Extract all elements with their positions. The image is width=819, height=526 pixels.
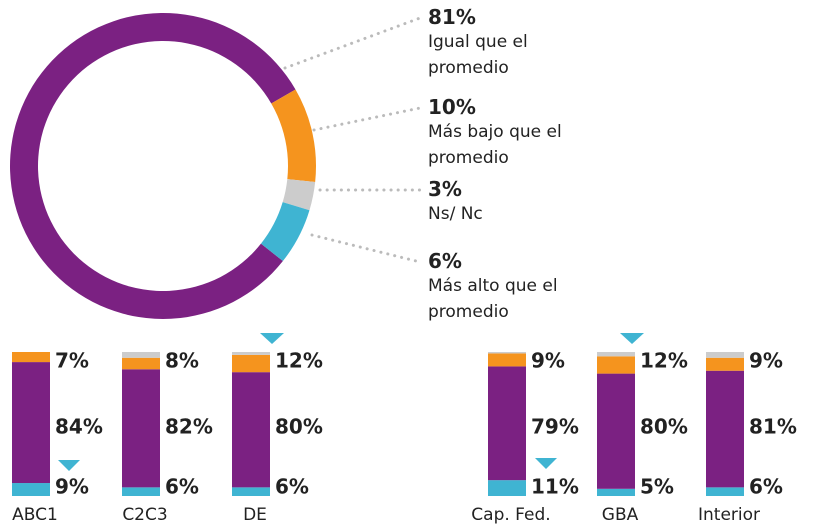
bar-segment — [488, 353, 526, 367]
x-tick-label: ABC1 — [12, 505, 58, 525]
donut-label: 6% Más alto que el promedio — [428, 249, 593, 325]
bar-segment — [488, 480, 526, 496]
value-label: 82% — [165, 415, 213, 439]
bar-segment — [232, 487, 270, 496]
donut-segment — [260, 202, 310, 262]
value-label: 84% — [55, 415, 103, 439]
bar-segment — [488, 366, 526, 481]
value-label: 79% — [531, 415, 579, 439]
value-label: 5% — [640, 475, 674, 499]
bar-segment — [122, 352, 160, 358]
bar-segment — [488, 352, 526, 354]
donut-segment — [271, 89, 317, 182]
value-label: 80% — [640, 415, 688, 439]
category-label: Más alto que el promedio — [428, 276, 558, 322]
donut-label: 81% Igual que el promedio — [428, 5, 593, 81]
value-label: 9% — [55, 475, 89, 499]
bar-segment — [12, 483, 50, 496]
donut-segment — [10, 12, 296, 319]
bar-segment — [597, 352, 635, 357]
value-label: 3% — [428, 177, 462, 201]
donut-label: 10% Más bajo que el promedio — [428, 95, 593, 171]
value-label: 9% — [749, 349, 783, 373]
value-label: 11% — [531, 475, 579, 499]
bar-segment — [122, 487, 160, 496]
x-tick-label: C2C3 — [122, 505, 167, 525]
value-label: 6% — [275, 475, 309, 499]
leader — [312, 106, 422, 132]
arrow-down — [58, 460, 80, 471]
x-tick-label: GBA — [602, 505, 639, 525]
bar-segment — [232, 354, 270, 373]
value-label: 9% — [531, 349, 565, 373]
arrow-down — [535, 458, 557, 469]
bar-segment — [12, 352, 50, 363]
leader — [283, 16, 422, 70]
x-tick-label: Cap. Fed. — [471, 505, 550, 525]
x-tick-label: Interior — [698, 505, 760, 525]
category-label: Ns/ Nc — [428, 204, 483, 224]
bar-segment — [597, 373, 635, 489]
bar-segment — [232, 372, 270, 488]
value-label: 12% — [640, 349, 688, 373]
value-label: 6% — [749, 475, 783, 499]
bar-segment — [597, 356, 635, 374]
value-label: 7% — [55, 349, 89, 373]
value-label: 6% — [165, 475, 199, 499]
donut-segment — [282, 179, 316, 211]
value-label: 8% — [165, 349, 199, 373]
arrow-down — [260, 333, 284, 344]
bar-segment — [232, 352, 270, 355]
bar-segment — [706, 487, 744, 496]
category-label: Más bajo que el promedio — [428, 122, 562, 168]
bar-segment — [706, 370, 744, 488]
arrow-down — [620, 333, 644, 344]
x-tick-label: DE — [243, 505, 267, 525]
category-label: Igual que el promedio — [428, 32, 528, 78]
value-label: 80% — [275, 415, 323, 439]
value-label: 12% — [275, 349, 323, 373]
bar-segment — [597, 488, 635, 496]
value-label: 81% — [749, 415, 797, 439]
value-label: 81% — [428, 5, 476, 29]
bar-segment — [122, 369, 160, 488]
value-label: 6% — [428, 249, 462, 273]
leader — [310, 233, 422, 264]
value-label: 10% — [428, 95, 476, 119]
bar-segment — [706, 352, 744, 358]
bar-segment — [12, 362, 50, 484]
bar-segment — [122, 357, 160, 370]
bar-segment — [706, 357, 744, 371]
donut-label: 3% Ns/ Nc — [428, 177, 593, 227]
